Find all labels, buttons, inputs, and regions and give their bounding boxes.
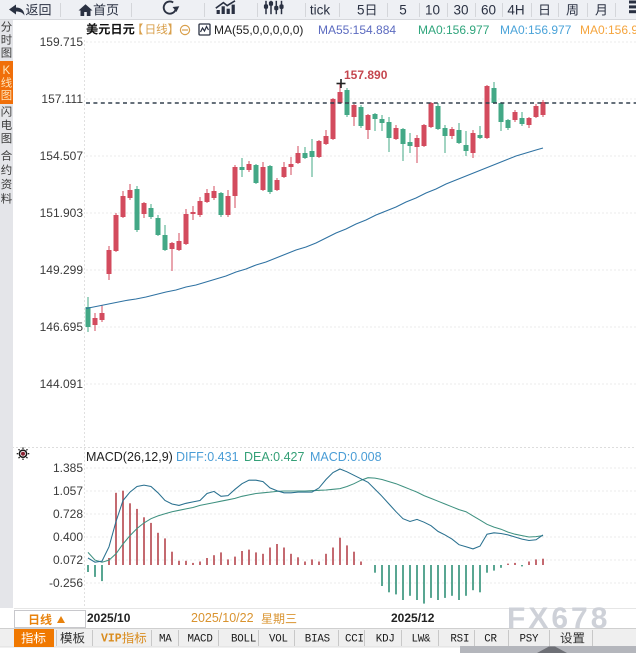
svg-text:BIAS: BIAS xyxy=(305,634,330,646)
svg-text:VOL: VOL xyxy=(269,634,288,646)
svg-text:CCI: CCI xyxy=(345,634,364,646)
svg-text:5: 5 xyxy=(399,3,407,18)
svg-text:5: 5 xyxy=(357,3,365,18)
svg-text:MA: MA xyxy=(159,634,172,646)
svg-text:2025/10: 2025/10 xyxy=(87,611,131,625)
svg-text:MA(55,0,0,0,0,0): MA(55,0,0,0,0,0) xyxy=(214,23,303,37)
svg-text:144.091: 144.091 xyxy=(40,377,84,391)
svg-text:1.057: 1.057 xyxy=(53,484,83,498)
svg-text:MACD(26,12,9): MACD(26,12,9) xyxy=(86,450,173,464)
svg-text:2025/10/22: 2025/10/22 xyxy=(191,611,254,625)
svg-text:PSY: PSY xyxy=(520,634,540,646)
svg-text:10: 10 xyxy=(425,3,440,18)
svg-text:KDJ: KDJ xyxy=(376,634,395,646)
svg-text:MACD:0.008: MACD:0.008 xyxy=(310,450,382,464)
svg-text:MA55:154.884: MA55:154.884 xyxy=(318,23,396,37)
svg-text:149.299: 149.299 xyxy=(40,263,84,277)
svg-text:MA0:156.977: MA0:156.977 xyxy=(500,23,572,37)
svg-text:0.400: 0.400 xyxy=(53,530,83,544)
svg-text:159.715: 159.715 xyxy=(40,35,84,49)
svg-text:MA0:156.977: MA0:156.977 xyxy=(418,23,490,37)
svg-text:146.695: 146.695 xyxy=(40,320,84,334)
svg-text:157.111: 157.111 xyxy=(41,92,83,106)
svg-text:4H: 4H xyxy=(507,3,524,18)
svg-text:DIFF:0.431: DIFF:0.431 xyxy=(176,450,239,464)
svg-text:tick: tick xyxy=(310,3,331,18)
svg-text:60: 60 xyxy=(481,3,496,18)
svg-text:-0.256: -0.256 xyxy=(49,576,83,590)
svg-text:RSI: RSI xyxy=(450,634,469,646)
svg-text:154.507: 154.507 xyxy=(40,149,84,163)
svg-text:MACD: MACD xyxy=(188,634,213,646)
svg-text:30: 30 xyxy=(453,3,468,18)
svg-text:CR: CR xyxy=(484,634,497,646)
svg-text:0.728: 0.728 xyxy=(53,507,83,521)
svg-text:2025/12: 2025/12 xyxy=(391,611,435,625)
svg-text:BOLL: BOLL xyxy=(231,634,256,646)
svg-text:151.903: 151.903 xyxy=(40,206,84,220)
svg-text:LW&: LW& xyxy=(412,634,432,646)
svg-text:157.890: 157.890 xyxy=(344,68,388,82)
svg-text:MA0:156.97: MA0:156.97 xyxy=(580,23,636,37)
svg-text:DEA:0.427: DEA:0.427 xyxy=(244,450,305,464)
svg-text:VIP: VIP xyxy=(101,633,122,646)
svg-text:K: K xyxy=(3,65,11,77)
svg-text:1.385: 1.385 xyxy=(53,461,83,475)
svg-text:0.072: 0.072 xyxy=(53,553,83,567)
